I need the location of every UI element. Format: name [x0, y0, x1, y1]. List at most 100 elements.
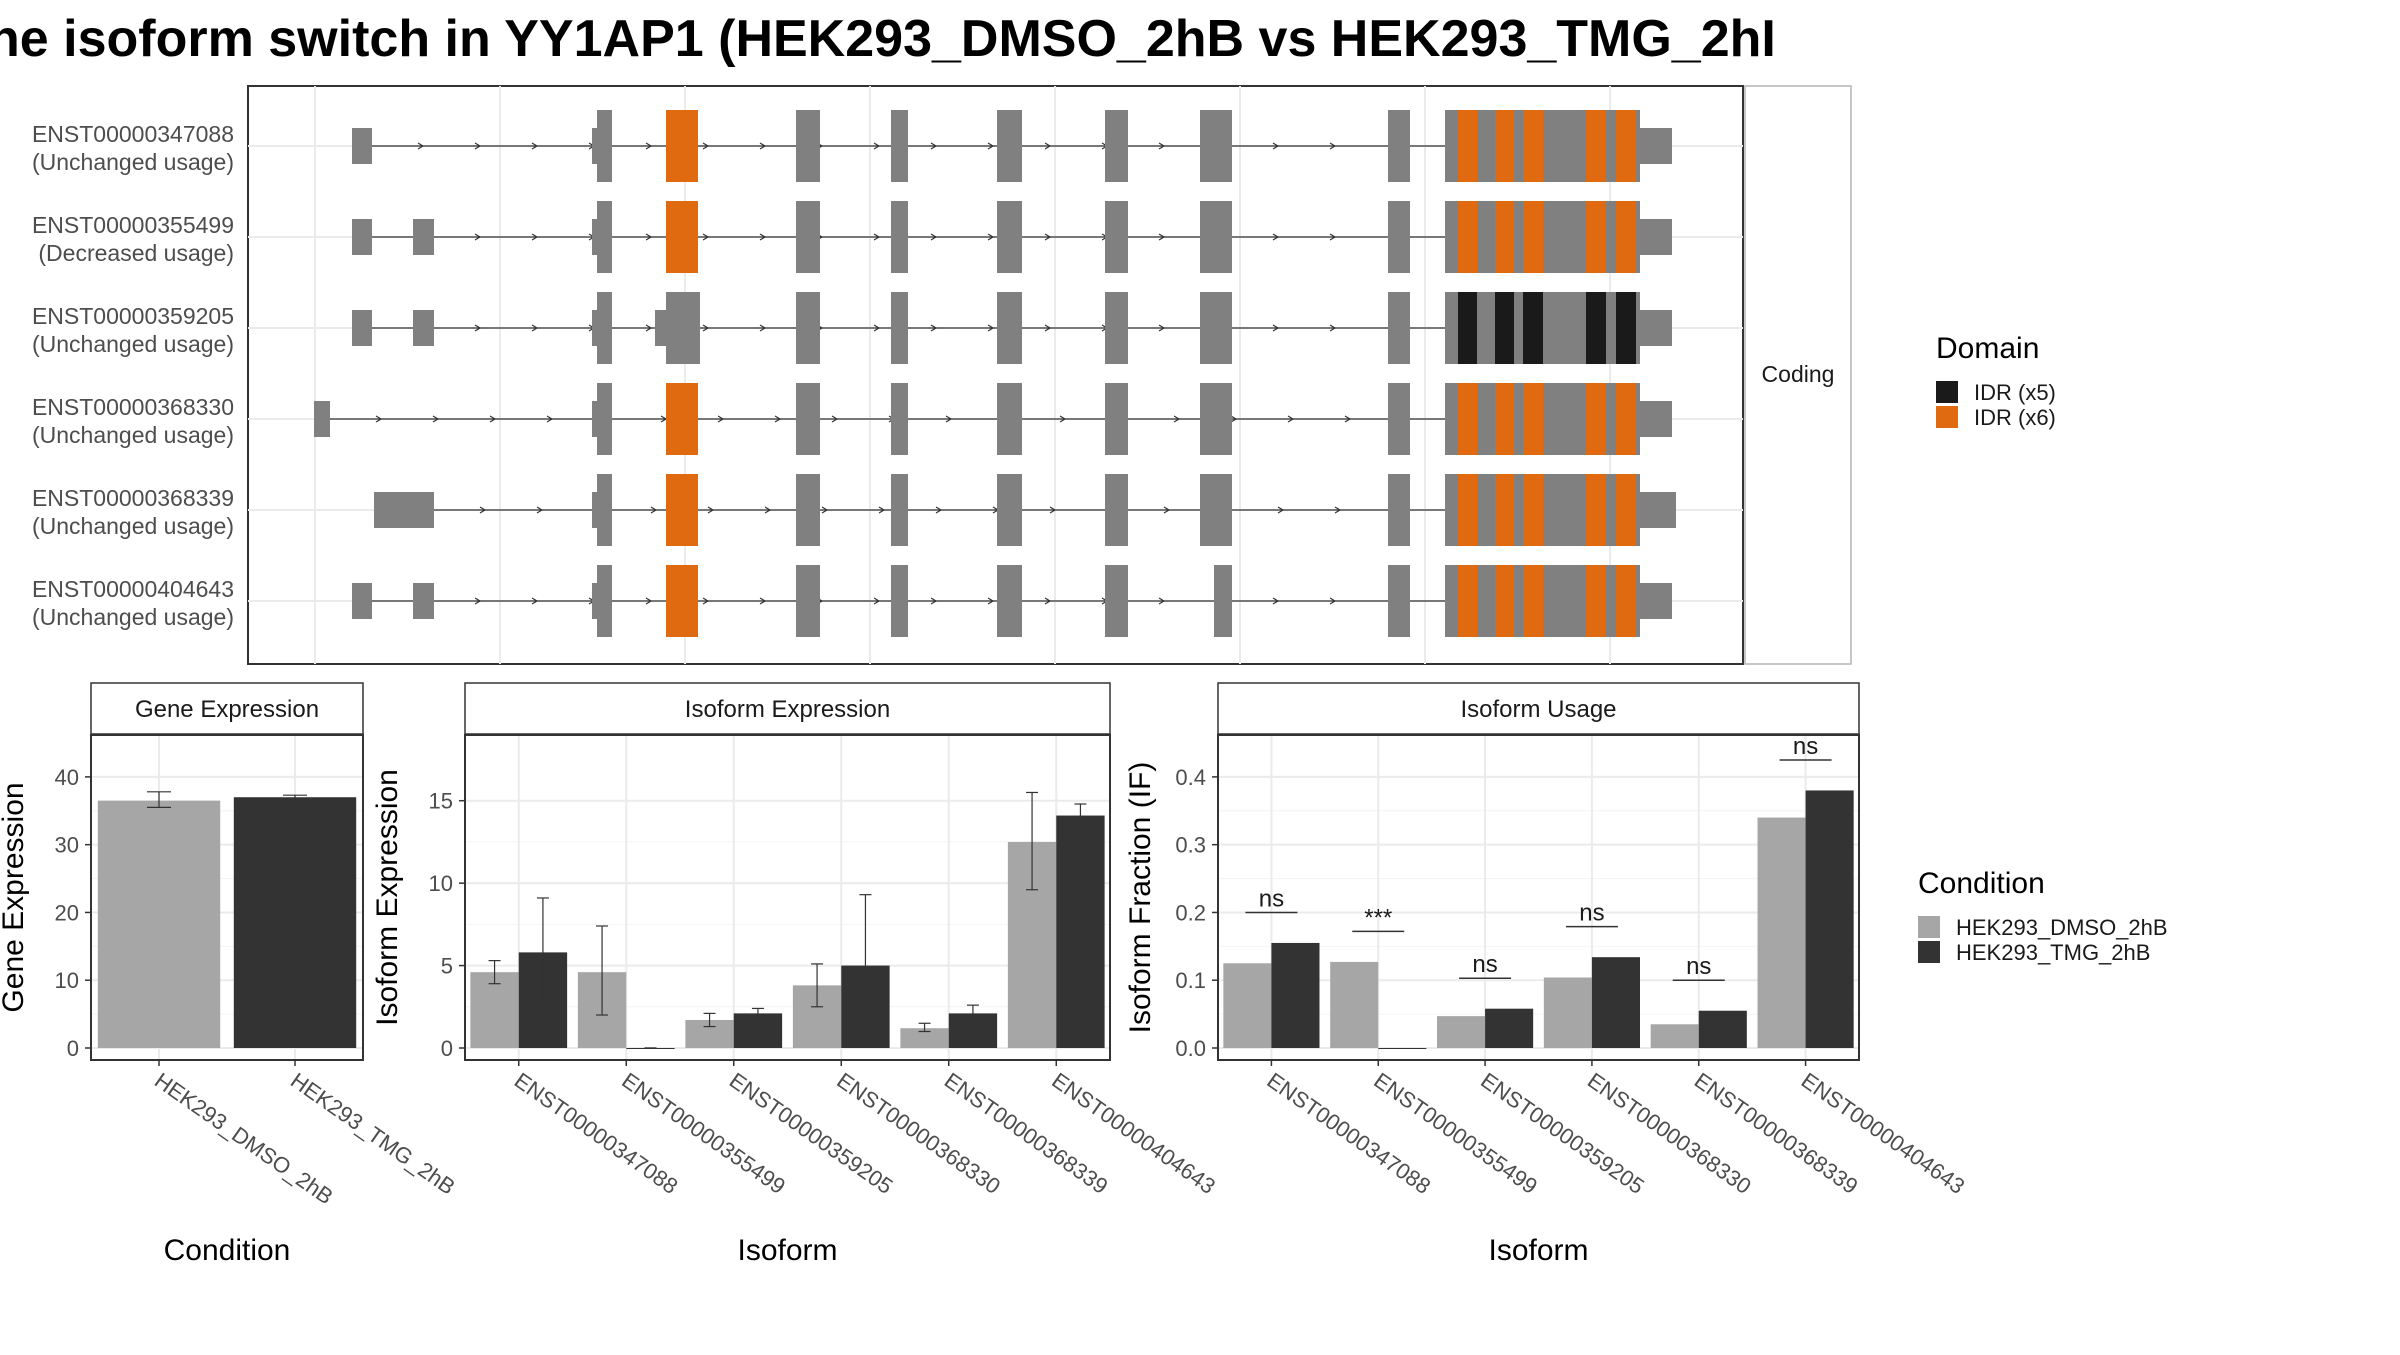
exon: [1214, 565, 1232, 637]
exon: [1638, 583, 1672, 619]
strand-arrow: [1059, 415, 1067, 423]
exon: [413, 583, 434, 619]
isoform-label-usage: (Decreased usage): [38, 240, 234, 266]
exon: [1105, 474, 1128, 546]
panel-plot-area: [1218, 735, 1859, 1060]
strand-arrow: [1272, 142, 1280, 150]
y-tick-label: 15: [429, 789, 453, 814]
strand-arrow: [930, 597, 938, 605]
legend-label-idr-x6: IDR (x6): [1974, 405, 2056, 430]
exon: [1105, 383, 1128, 455]
strand-arrow: [759, 324, 767, 332]
domain-legend-title: Domain: [1936, 332, 2039, 365]
y-axis-title: Isoform Expression: [371, 769, 404, 1026]
exon: [1388, 110, 1410, 182]
exon: [597, 565, 612, 637]
strand-arrow: [531, 233, 539, 241]
legend-swatch-idr-x5: [1936, 381, 1958, 403]
y-tick-label: 30: [55, 833, 79, 858]
exon: [796, 110, 820, 182]
strand-arrow: [1044, 142, 1052, 150]
strand-arrow: [1158, 324, 1166, 332]
bar: [1271, 942, 1320, 1048]
idr-domain-x6: [666, 110, 698, 182]
figure-title: ne isoform switch in YY1AP1 (HEK293_DMSO…: [0, 10, 1776, 68]
exon: [597, 474, 612, 546]
strand-arrow: [702, 597, 710, 605]
idr-domain-x6: [1616, 474, 1636, 546]
exon: [597, 201, 612, 273]
isoform-label-usage: (Unchanged usage): [32, 422, 234, 448]
bar: [1330, 961, 1379, 1048]
y-tick-label: 10: [55, 968, 79, 993]
strand-arrow: [759, 597, 767, 605]
idr-domain-x6: [1495, 201, 1514, 273]
exon: [997, 474, 1022, 546]
strand-arrow: [1173, 415, 1181, 423]
exon: [796, 474, 820, 546]
bar: [1650, 1024, 1699, 1048]
strand-arrow: [1044, 233, 1052, 241]
exon: [1200, 474, 1232, 546]
bar: [470, 972, 519, 1048]
strand-arrow: [930, 233, 938, 241]
idr-domain-x6: [666, 565, 698, 637]
transcript-structure-panel: ENST00000347088 (Unchanged usage) ENST0000…: [32, 85, 1852, 665]
isoform-label-id: ENST00000368339: [32, 485, 234, 511]
bar: [1698, 1010, 1747, 1048]
exon: [1388, 201, 1410, 273]
strand-arrow: [1272, 233, 1280, 241]
exon: [1388, 383, 1410, 455]
isoform-label-usage: (Unchanged usage): [32, 604, 234, 630]
strand-arrow: [531, 324, 539, 332]
strand-arrow: [774, 415, 782, 423]
strand-arrow: [645, 233, 653, 241]
strand-arrow: [432, 415, 440, 423]
idr-domain-x6: [1495, 474, 1514, 546]
strand-arrow: [489, 415, 497, 423]
panel-strip: [1217, 682, 1860, 735]
strand-arrow: [702, 142, 710, 150]
y-tick-label: 40: [55, 765, 79, 790]
strand-arrow: [1329, 597, 1337, 605]
isoform-label-id: ENST00000359205: [32, 303, 234, 329]
exon: [352, 310, 372, 346]
y-tick-label: 0: [67, 1036, 79, 1061]
strand-arrow: [1329, 142, 1337, 150]
isoform-label-id: ENST00000347088: [32, 121, 234, 147]
strand-arrow: [873, 142, 881, 150]
strand-arrow: [536, 506, 544, 514]
bar-panel-2: Isoform Usage 0.0 0.1 0.2 0.3 0.4 ns *** ns ns ns n…: [1124, 682, 1969, 1267]
strand-arrow: [546, 415, 554, 423]
idr-domain-x6: [1586, 201, 1606, 273]
idr-domain-x6: [1616, 383, 1636, 455]
panel-strip: [464, 682, 1111, 735]
idr-domain-x6: [666, 383, 698, 455]
strand-arrow: [1344, 415, 1352, 423]
panel-frame: [464, 734, 1111, 1061]
exon: [352, 583, 372, 619]
transcript-row: [374, 474, 1676, 546]
exon: [891, 383, 908, 455]
strand-arrow: [987, 142, 995, 150]
exon: [352, 219, 372, 255]
x-axis-title: Isoform: [737, 1234, 837, 1267]
strand-arrow: [1163, 506, 1171, 514]
idr-domain-x6: [1616, 201, 1636, 273]
idr-domain-x6: [1458, 383, 1477, 455]
strand-arrow: [375, 415, 383, 423]
exon: [1388, 292, 1410, 364]
significance-label: ***: [1364, 904, 1392, 931]
x-axis-title: Isoform: [1488, 1234, 1588, 1267]
strand-arrow: [645, 597, 653, 605]
domain-legend: Domain IDR (x5) IDR (x6): [1936, 332, 2056, 430]
y-tick-label: 0.1: [1175, 968, 1206, 993]
strand-arrow: [417, 142, 425, 150]
y-tick-label: 0: [441, 1036, 453, 1061]
strand-arrow: [474, 142, 482, 150]
strand-arrow: [645, 142, 653, 150]
strand-arrow: [1272, 597, 1280, 605]
idr-domain-x6: [1458, 565, 1477, 637]
idr-domain-x6: [1458, 474, 1477, 546]
significance-label: ns: [1259, 885, 1284, 912]
